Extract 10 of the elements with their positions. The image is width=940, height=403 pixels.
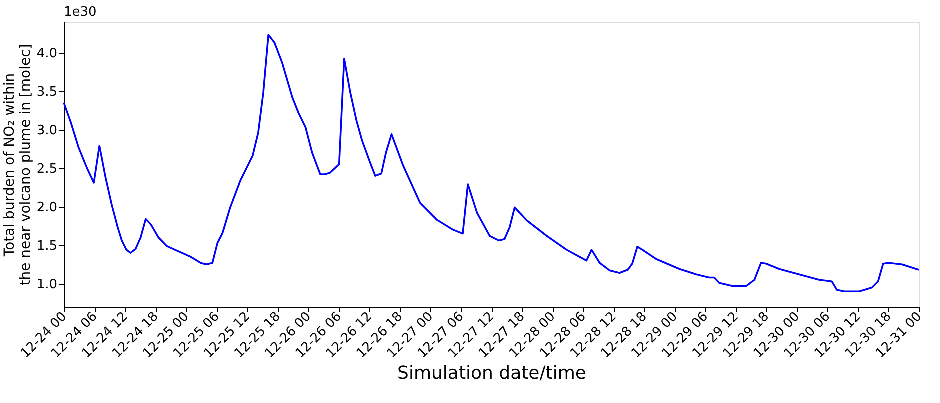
text: 1e30 (64, 5, 97, 20)
x-axis-title: Simulation date/time (398, 362, 586, 384)
y-axis-title: Total burden of NO₂ within the near volcano plume in [molec] (2, 44, 34, 286)
y-tick-label: 1.5 (36, 238, 58, 254)
y-tick-label: 3.0 (36, 123, 58, 138)
y-tick-label: 2.5 (36, 162, 58, 177)
y-tick-label: 4.0 (36, 46, 58, 62)
y-tick-label: 1.0 (36, 277, 58, 292)
y-tick-label: 3.5 (36, 84, 58, 100)
y-tick-label: 2.0 (36, 200, 58, 216)
